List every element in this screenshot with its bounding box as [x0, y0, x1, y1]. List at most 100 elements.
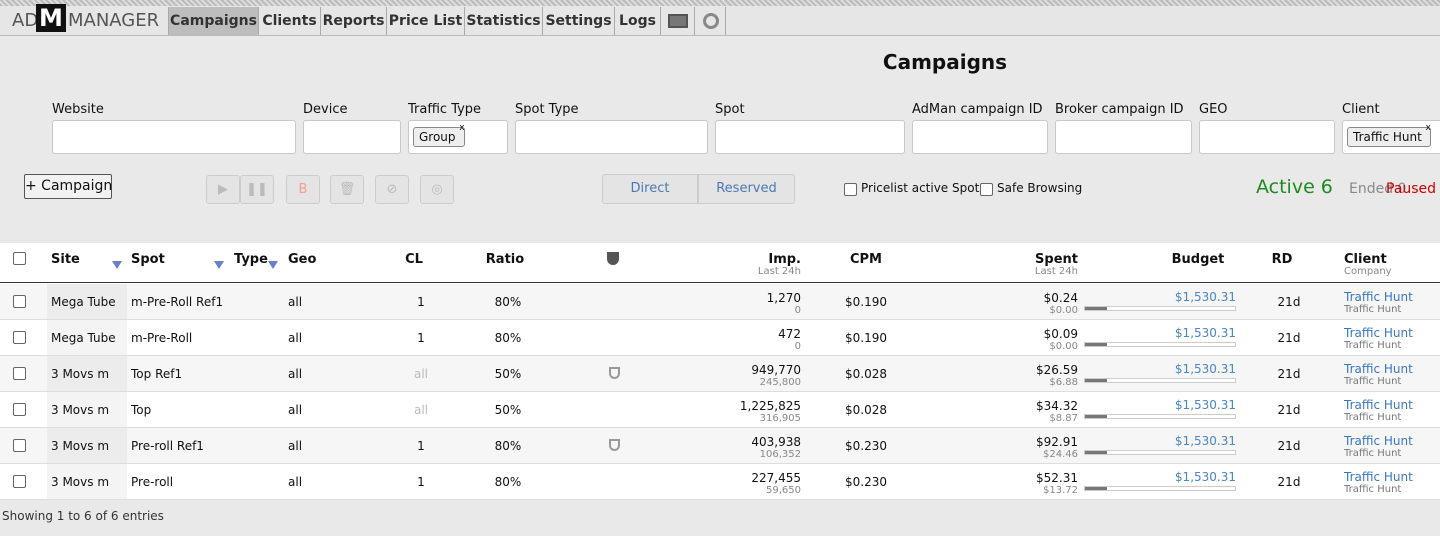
nav-tab[interactable]: Logs	[614, 7, 660, 35]
filter-input[interactable]: Traffic Hunt x	[1342, 120, 1440, 154]
nav-tab[interactable]: Statistics	[464, 7, 542, 35]
spot-cell: m-Pre-Roll	[131, 331, 193, 345]
filter-input[interactable]	[1055, 120, 1192, 154]
client-link[interactable]: Traffic Hunt	[1344, 434, 1413, 448]
filter-label: Spot	[715, 102, 745, 117]
filter-label: Traffic Type	[408, 102, 482, 117]
column-header[interactable]: RD	[1271, 252, 1293, 267]
action-button[interactable]: ❚❚	[240, 175, 274, 204]
spot-cell: Pre-roll Ref1	[131, 439, 204, 453]
checkbox[interactable]	[13, 439, 26, 452]
sort-arrow[interactable]	[112, 261, 122, 269]
cpm-cell: $0.028	[845, 403, 887, 417]
site-cell: Mega Tube	[51, 295, 116, 309]
cpm-cell: $0.230	[845, 475, 887, 489]
imp-24h-cell: 106,352	[759, 449, 801, 460]
ratio-cell: 80%	[494, 295, 522, 309]
action-button[interactable]: ▶	[206, 175, 240, 204]
cl-cell: 1	[417, 475, 425, 489]
nav-tab[interactable]: Reports	[320, 7, 386, 35]
action-button[interactable]: 🗑	[330, 175, 364, 204]
filter-input[interactable]	[52, 120, 296, 154]
ratio-cell: 80%	[494, 439, 522, 453]
rd-cell: 21d	[1277, 295, 1301, 309]
column-header[interactable]: Spent	[1035, 252, 1078, 267]
filter-input[interactable]	[912, 120, 1048, 154]
filter-input[interactable]	[303, 120, 401, 154]
filter-input[interactable]	[715, 120, 905, 154]
action-button[interactable]: ⊘	[375, 175, 409, 204]
column-header[interactable]: Type	[234, 252, 268, 267]
checkbox[interactable]	[13, 475, 26, 488]
tag-remove[interactable]: x	[459, 123, 465, 133]
shield-icon	[609, 439, 620, 451]
budget-bar	[1084, 450, 1236, 455]
client-link[interactable]: Traffic Hunt	[1344, 290, 1413, 304]
action-button[interactable]: ◎	[420, 175, 454, 204]
checkbox[interactable]	[980, 183, 993, 196]
checkbox[interactable]	[13, 403, 26, 416]
status-ended: Ended 0	[1349, 181, 1407, 197]
toggle-button[interactable]: Direct	[602, 174, 698, 204]
budget-link[interactable]: $1,530.31	[1174, 470, 1236, 484]
client-link[interactable]: Traffic Hunt	[1344, 362, 1413, 376]
nav-tab[interactable]: Price List	[386, 7, 464, 35]
nav-icon[interactable]	[694, 7, 726, 35]
sort-arrow[interactable]	[268, 261, 278, 269]
filter-tag[interactable]: Group x	[413, 123, 465, 147]
checkbox[interactable]	[13, 295, 26, 308]
column-header[interactable]: Budget	[1171, 252, 1225, 267]
spent-24h-cell: $0.00	[1049, 341, 1078, 352]
budget-link[interactable]: $1,530.31	[1174, 398, 1236, 412]
checkbox[interactable]	[844, 183, 857, 196]
column-header[interactable]: CL	[405, 252, 423, 267]
site-cell: 3 Movs m	[51, 439, 110, 453]
checkbox[interactable]	[13, 331, 26, 344]
cl-cell: 1	[417, 331, 425, 345]
nav-tab[interactable]: Settings	[542, 7, 614, 35]
nav-tab[interactable]: Campaigns	[168, 7, 258, 35]
add-campaign-button[interactable]: + Campaign	[24, 174, 112, 199]
column-header[interactable]: Geo	[288, 252, 317, 267]
budget-bar	[1084, 414, 1236, 419]
tag-remove[interactable]: x	[1425, 123, 1431, 133]
budget-bar	[1084, 342, 1236, 347]
sorted-column	[47, 392, 127, 427]
imp-24h-cell: 0	[794, 305, 801, 316]
checkbox[interactable]	[13, 367, 26, 380]
checkbox[interactable]	[13, 252, 26, 265]
filter-input[interactable]	[1199, 120, 1335, 154]
table-row: Mega Tube m-Pre-Roll all 1 80% 472 0 $0.190 $0.0…	[0, 320, 1440, 356]
action-button[interactable]: B	[286, 175, 320, 204]
budget-link[interactable]: $1,530.31	[1174, 326, 1236, 340]
sorted-column	[47, 464, 127, 499]
column-header[interactable]: Ratio	[485, 252, 525, 267]
filter-input[interactable]: Group x	[408, 120, 508, 154]
filter-tag[interactable]: Traffic Hunt x	[1347, 123, 1431, 147]
filter-input[interactable]	[515, 120, 708, 154]
client-link[interactable]: Traffic Hunt	[1344, 470, 1413, 484]
client-link[interactable]: Traffic Hunt	[1344, 326, 1413, 340]
nav-icon[interactable]	[660, 7, 694, 35]
column-header[interactable]: Client	[1344, 252, 1387, 267]
column-header[interactable]: Site	[51, 252, 80, 267]
filter-label: GEO	[1199, 102, 1228, 117]
sort-arrow[interactable]	[214, 261, 224, 269]
column-header[interactable]: CPM	[849, 252, 882, 267]
filter-label: Spot Type	[515, 102, 579, 117]
column-header[interactable]: Spot	[131, 252, 165, 267]
company-cell: Traffic Hunt	[1344, 304, 1402, 315]
client-link[interactable]: Traffic Hunt	[1344, 398, 1413, 412]
budget-bar-fill	[1085, 415, 1107, 418]
geo-cell: all	[288, 295, 303, 309]
logo-text: MANAGER	[68, 10, 160, 31]
column-header[interactable]: Imp.	[768, 252, 801, 267]
gear-icon	[703, 13, 719, 29]
toggle-button[interactable]: Reserved	[698, 174, 795, 204]
checkbox-label: Pricelist active Spots	[861, 181, 986, 195]
budget-link[interactable]: $1,530.31	[1174, 434, 1236, 448]
budget-link[interactable]: $1,530.31	[1174, 290, 1236, 304]
rd-cell: 21d	[1277, 439, 1301, 453]
nav-tab[interactable]: Clients	[258, 7, 320, 35]
budget-link[interactable]: $1,530.31	[1174, 362, 1236, 376]
